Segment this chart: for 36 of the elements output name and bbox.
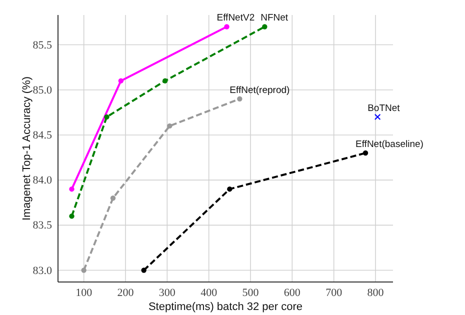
point (167, 123, 172, 129)
point (262, 24, 268, 30)
point (118, 78, 124, 84)
point (227, 186, 232, 192)
point (162, 78, 168, 84)
point (362, 150, 368, 156)
y-tick-label: 85.5 (32, 39, 52, 52)
x-tick-label: 300 (158, 286, 176, 299)
x-tick-label: 500 (242, 286, 260, 299)
y-axis-title: Imagenet Top-1 Accuracy (%) (21, 76, 33, 221)
x-axis-title: Steptime(ms) batch 32 per core (148, 301, 303, 313)
x-tick-label: 200 (117, 286, 134, 299)
point (69, 214, 74, 219)
x-tick-label: 100 (76, 286, 93, 299)
y-tick-label: 83.5 (32, 220, 52, 232)
series-label: NFNet (260, 12, 288, 24)
point (374, 114, 381, 120)
point (237, 96, 242, 102)
point (141, 268, 146, 273)
y-tick-label: 85.0 (32, 84, 52, 96)
series-label: EffNet(reprod) (230, 84, 290, 96)
point (110, 196, 116, 201)
y-tick-label: 84.5 (32, 129, 52, 142)
y-tick-label: 84.0 (32, 174, 52, 187)
point (104, 114, 110, 120)
point (69, 186, 74, 192)
point (81, 268, 86, 273)
x-tick-label: 600 (284, 286, 301, 299)
series-label: EffNetV2 (216, 12, 255, 24)
x-tick-label: 800 (367, 286, 384, 299)
series-label: EffNet(baseline) (356, 139, 424, 150)
y-tick-label: 83.0 (32, 264, 52, 277)
series-label: BoTNet (368, 102, 400, 114)
point (224, 24, 230, 30)
x-tick-label: 400 (200, 286, 218, 299)
x-tick-label: 700 (326, 286, 343, 299)
